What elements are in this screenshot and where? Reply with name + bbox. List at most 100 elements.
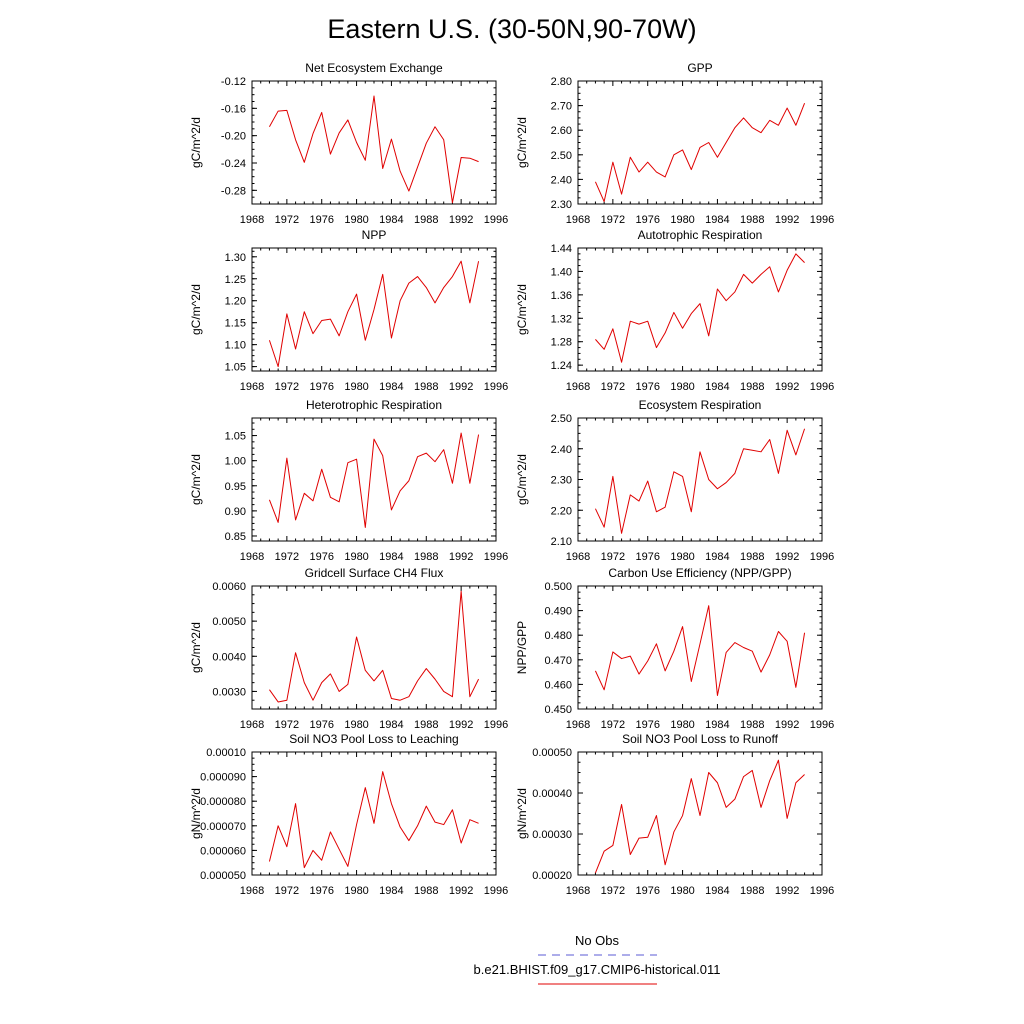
autotrophic-respiration-title: Autotrophic Respiration xyxy=(638,228,763,242)
carbon-use-efficiency-npp-gpp-xtick-label: 1996 xyxy=(810,719,834,731)
net-ecosystem-exchange-xtick-label: 1988 xyxy=(414,214,438,226)
autotrophic-respiration-xtick-label: 1984 xyxy=(705,381,729,393)
heterotrophic-respiration-xtick-label: 1976 xyxy=(309,551,333,563)
soil-no3-pool-loss-to-runoff-xtick-label: 1988 xyxy=(740,885,764,897)
net-ecosystem-exchange-xtick-label: 1972 xyxy=(275,214,299,226)
gpp-ylabel: gC/m^2/d xyxy=(515,117,529,168)
autotrophic-respiration-xtick-label: 1968 xyxy=(566,381,590,393)
soil-no3-pool-loss-to-leaching-plot-frame xyxy=(251,751,497,876)
gridcell-surface-ch4-flux-xtick-label: 1992 xyxy=(449,719,473,731)
gpp-ytick-label: 2.80 xyxy=(551,76,572,88)
soil-no3-pool-loss-to-leaching-xtick-label: 1984 xyxy=(379,885,403,897)
npp-ytick-label: 1.25 xyxy=(225,274,246,286)
npp-ylabel: gC/m^2/d xyxy=(189,284,203,335)
carbon-use-efficiency-npp-gpp-xtick-label: 1988 xyxy=(740,719,764,731)
gpp-xtick-label: 1988 xyxy=(740,214,764,226)
net-ecosystem-exchange-ytick-label: -0.28 xyxy=(221,185,246,197)
gridcell-surface-ch4-flux-ytick-label: 0.0060 xyxy=(212,581,246,593)
soil-no3-pool-loss-to-runoff-xtick-label: 1976 xyxy=(635,885,659,897)
carbon-use-efficiency-npp-gpp-xtick-label: 1980 xyxy=(670,719,694,731)
gridcell-surface-ch4-flux-xtick-label: 1972 xyxy=(275,719,299,731)
soil-no3-pool-loss-to-leaching-xtick-label: 1992 xyxy=(449,885,473,897)
soil-no3-pool-loss-to-runoff-xtick-label: 1992 xyxy=(775,885,799,897)
soil-no3-pool-loss-to-runoff-xtick-label: 1980 xyxy=(670,885,694,897)
soil-no3-pool-loss-to-leaching-ylabel: gN/m^2/d xyxy=(189,788,203,839)
autotrophic-respiration-ytick-label: 1.44 xyxy=(551,243,572,255)
gpp-xtick-label: 1976 xyxy=(635,214,659,226)
net-ecosystem-exchange-xtick-label: 1976 xyxy=(309,214,333,226)
carbon-use-efficiency-npp-gpp-ytick-label: 0.470 xyxy=(544,655,572,667)
carbon-use-efficiency-npp-gpp-ytick-label: 0.460 xyxy=(544,679,572,691)
autotrophic-respiration-xtick-label: 1992 xyxy=(775,381,799,393)
panel-gpp: GPP gC/m^2/d 1968 1972 1976 1980 1984 1988 1992 1… xyxy=(515,61,834,226)
npp-xtick-label: 1980 xyxy=(344,381,368,393)
heterotrophic-respiration-ytick-label: 1.00 xyxy=(225,456,246,468)
gpp-ytick-label: 2.40 xyxy=(551,174,572,186)
soil-no3-pool-loss-to-leaching-ytick-label: 0.00010 xyxy=(206,747,246,759)
net-ecosystem-exchange-title: Net Ecosystem Exchange xyxy=(305,61,443,75)
soil-no3-pool-loss-to-runoff-ytick-label: 0.00020 xyxy=(532,870,572,882)
autotrophic-respiration-xtick-label: 1980 xyxy=(670,381,694,393)
ecosystem-respiration-xtick-label: 1988 xyxy=(740,551,764,563)
heterotrophic-respiration-xtick-label: 1968 xyxy=(240,551,264,563)
net-ecosystem-exchange-xtick-label: 1968 xyxy=(240,214,264,226)
soil-no3-pool-loss-to-leaching-ytick-label: 0.000060 xyxy=(200,845,246,857)
npp-ytick-label: 1.05 xyxy=(225,362,246,374)
ecosystem-respiration-ytick-label: 2.40 xyxy=(551,444,572,456)
autotrophic-respiration-ytick-label: 1.24 xyxy=(551,360,572,372)
ecosystem-respiration-xtick-label: 1984 xyxy=(705,551,729,563)
gpp-xtick-label: 1968 xyxy=(566,214,590,226)
ecosystem-respiration-xtick-label: 1968 xyxy=(566,551,590,563)
panel-autotrophic-respiration: Autotrophic Respiration gC/m^2/d 1968 1972 1… xyxy=(515,228,834,393)
gridcell-surface-ch4-flux-ytick-label: 0.0040 xyxy=(212,651,246,663)
ecosystem-respiration-xtick-label: 1992 xyxy=(775,551,799,563)
soil-no3-pool-loss-to-leaching-ytick-label: 0.000080 xyxy=(200,796,246,808)
legend-obs-label: No Obs xyxy=(574,933,620,948)
npp-xtick-label: 1976 xyxy=(309,381,333,393)
heterotrophic-respiration-ytick-label: 0.95 xyxy=(225,481,246,493)
gridcell-surface-ch4-flux-xtick-label: 1988 xyxy=(414,719,438,731)
soil-no3-pool-loss-to-leaching-xtick-label: 1980 xyxy=(344,885,368,897)
carbon-use-efficiency-npp-gpp-ytick-label: 0.450 xyxy=(544,704,572,716)
npp-series-line xyxy=(268,260,480,368)
heterotrophic-respiration-xtick-label: 1992 xyxy=(449,551,473,563)
gridcell-surface-ch4-flux-xtick-label: 1980 xyxy=(344,719,368,731)
heterotrophic-respiration-plot-frame xyxy=(251,417,497,542)
ecosystem-respiration-ytick-label: 2.50 xyxy=(551,413,572,425)
gpp-title: GPP xyxy=(687,61,712,75)
heterotrophic-respiration-ytick-label: 0.85 xyxy=(225,531,246,543)
net-ecosystem-exchange-series-line xyxy=(268,95,479,204)
npp-xtick-label: 1968 xyxy=(240,381,264,393)
npp-xtick-label: 1996 xyxy=(484,381,508,393)
npp-xtick-label: 1984 xyxy=(379,381,403,393)
gpp-xtick-label: 1980 xyxy=(670,214,694,226)
carbon-use-efficiency-npp-gpp-title: Carbon Use Efficiency (NPP/GPP) xyxy=(608,566,791,580)
soil-no3-pool-loss-to-leaching-xtick-label: 1996 xyxy=(484,885,508,897)
gpp-xtick-label: 1996 xyxy=(810,214,834,226)
autotrophic-respiration-xtick-label: 1996 xyxy=(810,381,834,393)
ecosystem-respiration-ytick-label: 2.10 xyxy=(551,536,572,548)
net-ecosystem-exchange-ytick-label: -0.24 xyxy=(221,158,246,170)
soil-no3-pool-loss-to-leaching-xtick-label: 1988 xyxy=(414,885,438,897)
gpp-ytick-label: 2.30 xyxy=(551,199,572,211)
soil-no3-pool-loss-to-leaching-series-line xyxy=(268,771,479,869)
autotrophic-respiration-ylabel: gC/m^2/d xyxy=(515,284,529,335)
carbon-use-efficiency-npp-gpp-xtick-label: 1968 xyxy=(566,719,590,731)
heterotrophic-respiration-xtick-label: 1980 xyxy=(344,551,368,563)
ecosystem-respiration-xtick-label: 1996 xyxy=(810,551,834,563)
gridcell-surface-ch4-flux-ytick-label: 0.0050 xyxy=(212,616,246,628)
soil-no3-pool-loss-to-leaching-xtick-label: 1968 xyxy=(240,885,264,897)
npp-xtick-label: 1988 xyxy=(414,381,438,393)
gridcell-surface-ch4-flux-ytick-label: 0.0030 xyxy=(212,686,246,698)
heterotrophic-respiration-xtick-label: 1984 xyxy=(379,551,403,563)
ecosystem-respiration-xtick-label: 1976 xyxy=(635,551,659,563)
autotrophic-respiration-ytick-label: 1.36 xyxy=(551,290,572,302)
soil-no3-pool-loss-to-leaching-title: Soil NO3 Pool Loss to Leaching xyxy=(289,732,458,746)
net-ecosystem-exchange-ytick-label: -0.16 xyxy=(221,103,246,115)
gridcell-surface-ch4-flux-series-line xyxy=(269,590,480,703)
autotrophic-respiration-xtick-label: 1972 xyxy=(601,381,625,393)
soil-no3-pool-loss-to-leaching-ytick-label: 0.000050 xyxy=(200,870,246,882)
gpp-xtick-label: 1984 xyxy=(705,214,729,226)
npp-ytick-label: 1.30 xyxy=(225,252,246,264)
